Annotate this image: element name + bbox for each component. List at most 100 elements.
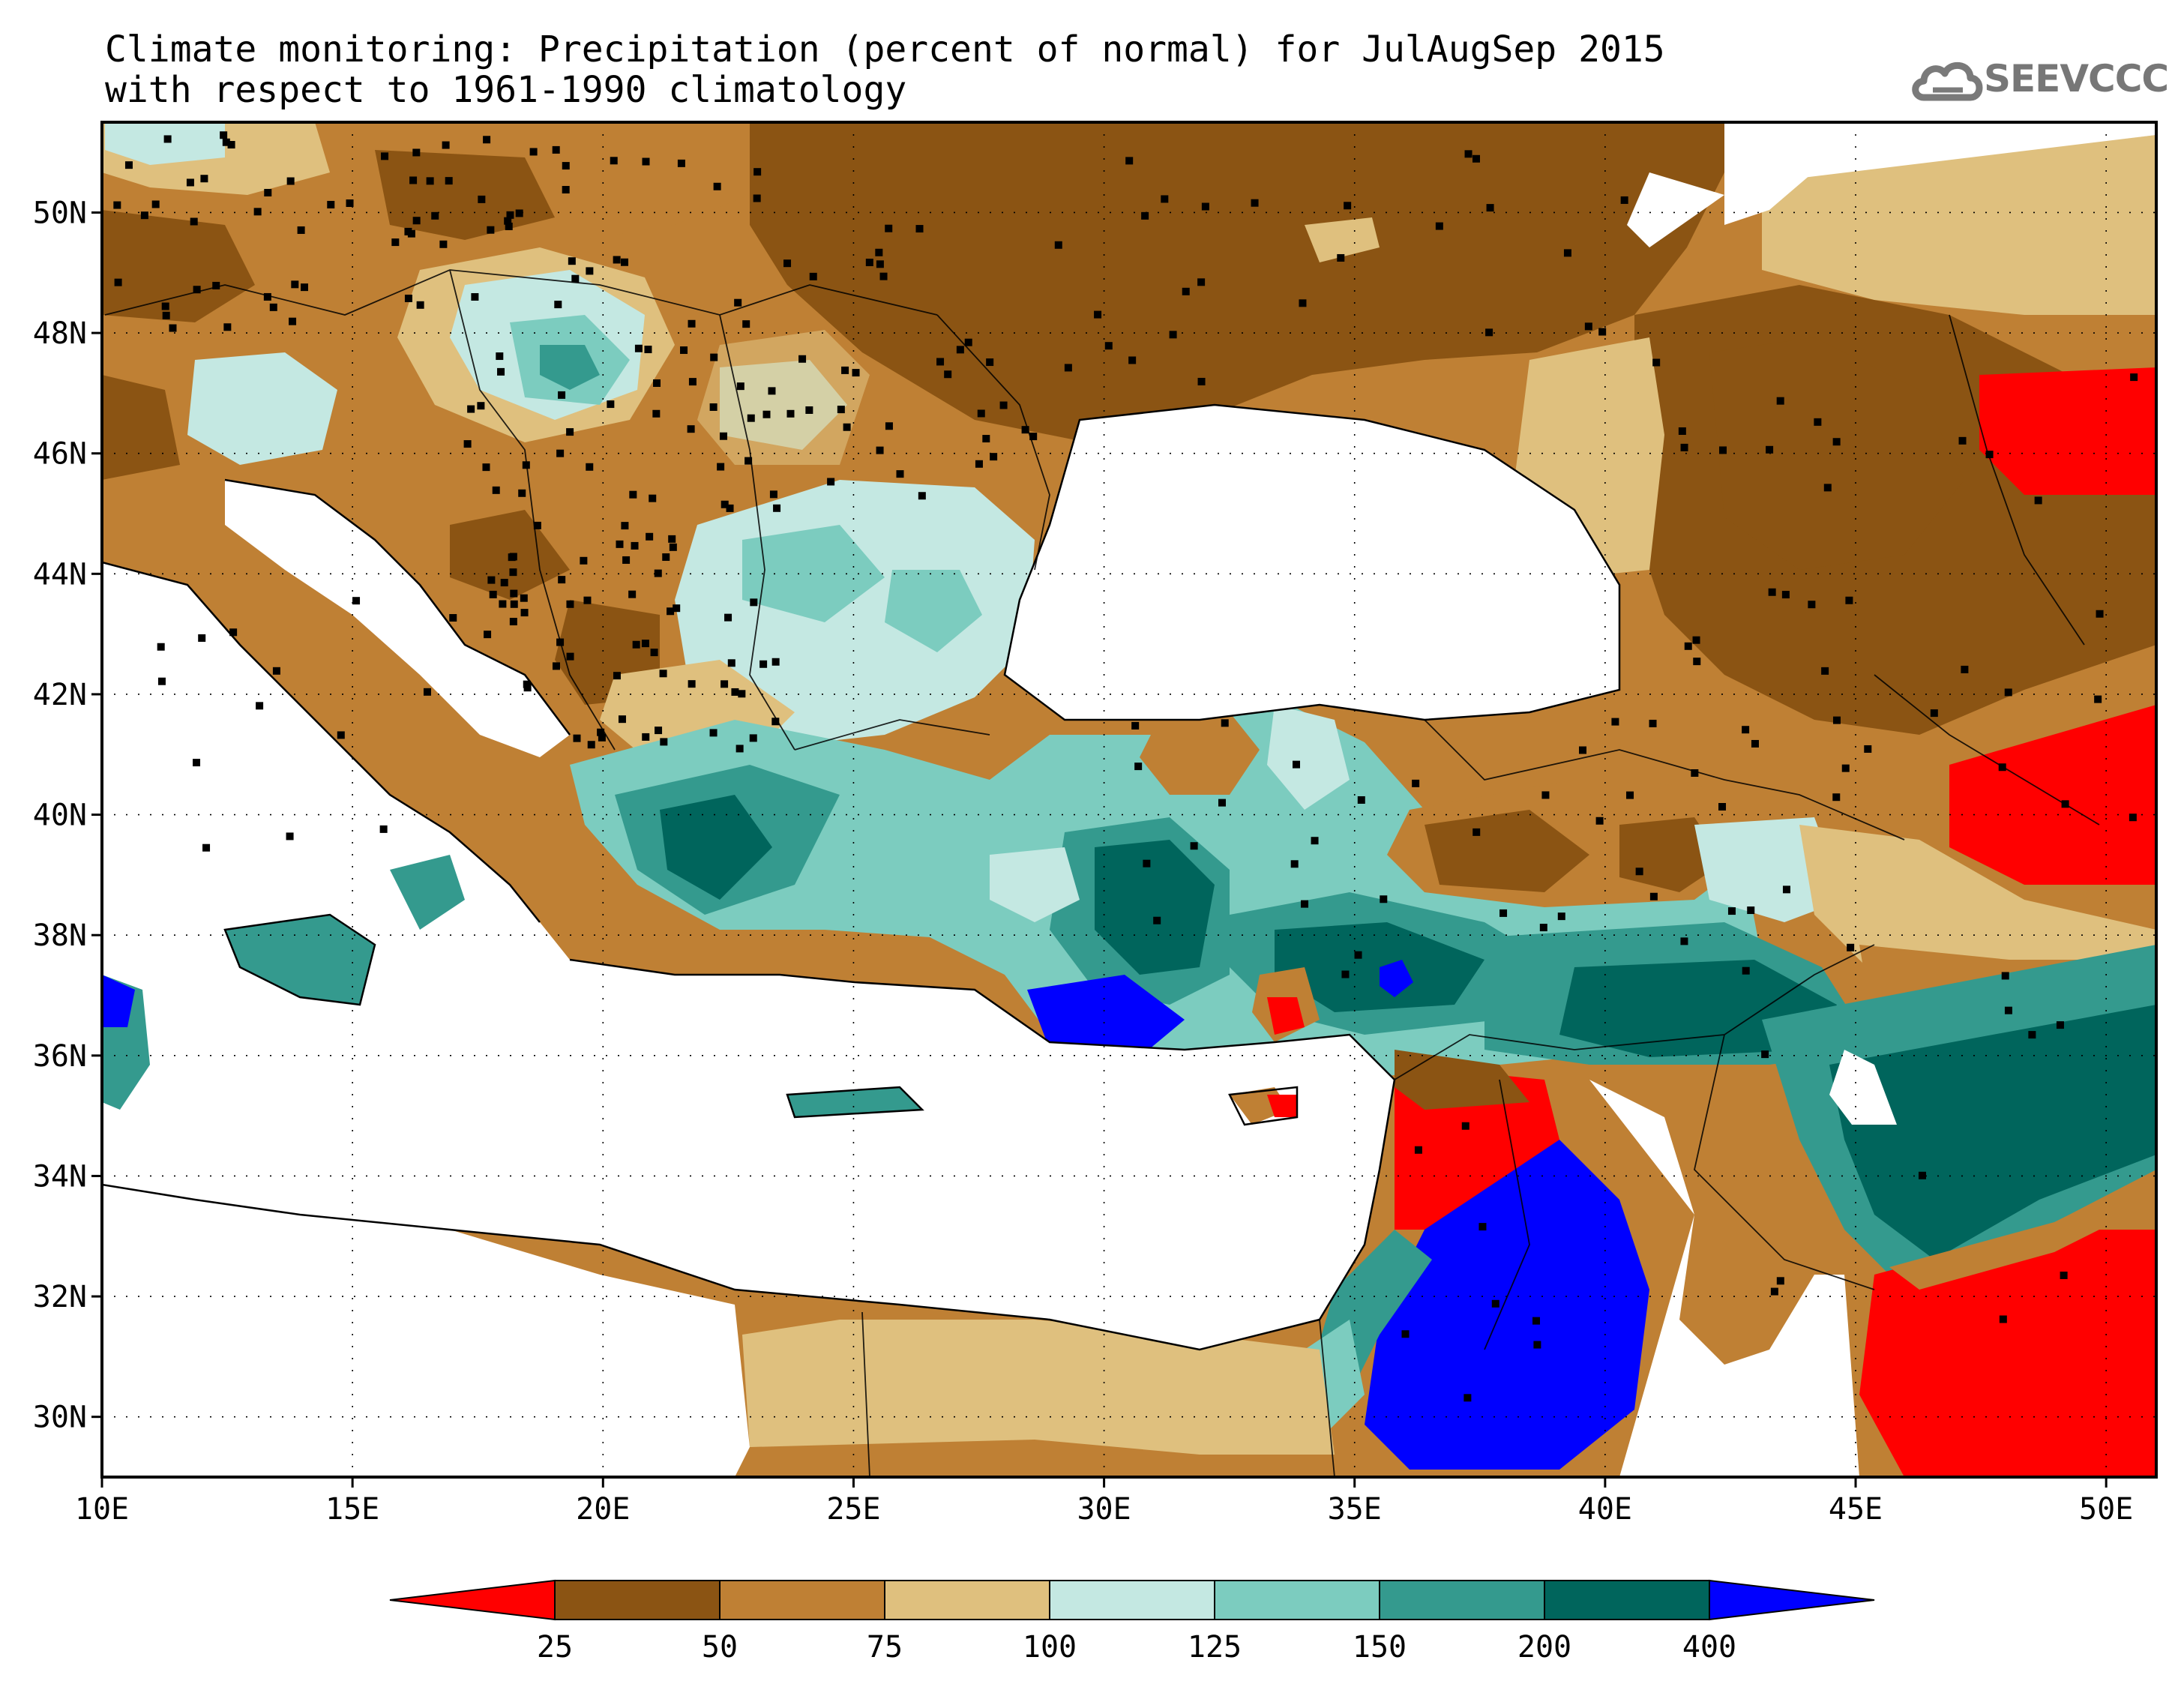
station-marker — [1201, 202, 1209, 211]
station-marker — [1125, 157, 1134, 165]
station-marker — [753, 168, 762, 176]
station-marker — [2001, 972, 2009, 980]
station-marker — [1301, 900, 1309, 908]
station-marker — [652, 409, 661, 418]
station-marker — [762, 410, 771, 418]
station-marker — [809, 272, 817, 280]
station-marker — [1141, 211, 1149, 220]
station-marker — [875, 248, 883, 256]
station-marker — [726, 504, 734, 512]
station-marker — [571, 274, 580, 283]
station-marker — [1958, 436, 1967, 445]
station-marker — [423, 688, 431, 696]
station-marker — [1539, 924, 1547, 932]
station-marker — [1563, 249, 1571, 257]
station-marker — [768, 387, 776, 395]
station-marker — [157, 643, 165, 651]
station-marker — [1680, 443, 1688, 451]
lat-tick-label: 38N — [33, 918, 87, 953]
station-marker — [744, 457, 753, 465]
station-marker — [1464, 150, 1472, 158]
station-marker — [1021, 426, 1029, 434]
station-marker — [710, 353, 718, 361]
station-marker — [1718, 446, 1727, 454]
station-marker — [650, 649, 658, 657]
station-marker — [1401, 1330, 1410, 1338]
station-marker — [263, 292, 271, 301]
station-marker — [445, 177, 453, 185]
station-marker — [587, 741, 595, 749]
station-marker — [1649, 892, 1658, 900]
station-marker — [653, 379, 661, 387]
station-marker — [202, 844, 211, 852]
station-marker — [621, 258, 629, 266]
station-marker — [1770, 1287, 1778, 1296]
station-marker — [709, 403, 718, 411]
graticule — [91, 122, 2156, 1488]
station-marker — [1218, 799, 1226, 807]
station-marker — [673, 604, 681, 613]
station-marker — [709, 729, 718, 737]
axis-labels: 10E 15E 20E 25E 30E 35E 40E 45E 50E 30N 32N 34N 36N 3… — [33, 196, 2134, 1527]
colorbar-swatch — [1049, 1580, 1215, 1620]
station-marker — [1864, 745, 1872, 753]
lon-tick-label: 30E — [1077, 1492, 1131, 1527]
station-marker — [1499, 909, 1508, 917]
station-marker — [1169, 331, 1177, 339]
station-marker — [583, 596, 592, 604]
station-marker — [659, 670, 667, 678]
station-marker — [649, 494, 657, 502]
station-marker — [509, 618, 517, 626]
station-marker — [986, 358, 994, 367]
station-marker — [222, 138, 230, 146]
station-marker — [114, 278, 122, 286]
station-marker — [556, 449, 565, 457]
station-marker — [169, 324, 177, 332]
lon-tick-label: 45E — [1829, 1492, 1883, 1527]
station-marker — [520, 594, 528, 602]
station-marker — [489, 590, 497, 598]
station-marker — [1578, 746, 1586, 754]
station-marker — [1832, 716, 1841, 724]
station-marker — [442, 141, 450, 149]
station-marker — [827, 478, 835, 486]
station-marker — [798, 355, 807, 363]
station-marker — [1814, 418, 1822, 426]
station-marker — [1161, 195, 1169, 203]
station-marker — [483, 136, 491, 144]
station-marker — [439, 240, 448, 248]
station-marker — [1128, 356, 1137, 364]
station-marker — [1182, 287, 1190, 295]
station-marker — [1380, 895, 1388, 903]
station-marker — [2004, 688, 2012, 697]
colorbar-label: 150 — [1353, 1630, 1407, 1665]
station-marker — [556, 638, 565, 646]
station-marker — [1611, 718, 1619, 726]
station-marker — [642, 157, 650, 166]
station-marker — [157, 677, 166, 685]
station-marker — [1104, 342, 1113, 350]
station-marker — [1841, 764, 1850, 772]
station-marker — [1808, 601, 1816, 609]
station-marker — [463, 440, 472, 448]
station-marker — [520, 609, 529, 617]
station-marker — [769, 490, 777, 499]
station-marker — [1463, 1394, 1472, 1402]
station-marker — [289, 317, 297, 325]
colorbar-low-arrow — [389, 1579, 556, 1621]
station-marker — [977, 409, 985, 418]
station-marker — [337, 731, 345, 739]
lon-tick-label: 20E — [576, 1492, 630, 1527]
station-marker — [641, 640, 649, 648]
station-marker — [688, 378, 697, 386]
station-marker — [379, 825, 388, 833]
colorbar-label: 100 — [1023, 1630, 1077, 1665]
station-marker — [1357, 796, 1365, 804]
station-marker — [1557, 912, 1565, 921]
station-marker — [2129, 814, 2137, 822]
station-marker — [426, 177, 434, 185]
station-marker — [1143, 859, 1151, 867]
station-marker — [1598, 328, 1607, 336]
station-marker — [558, 576, 566, 584]
